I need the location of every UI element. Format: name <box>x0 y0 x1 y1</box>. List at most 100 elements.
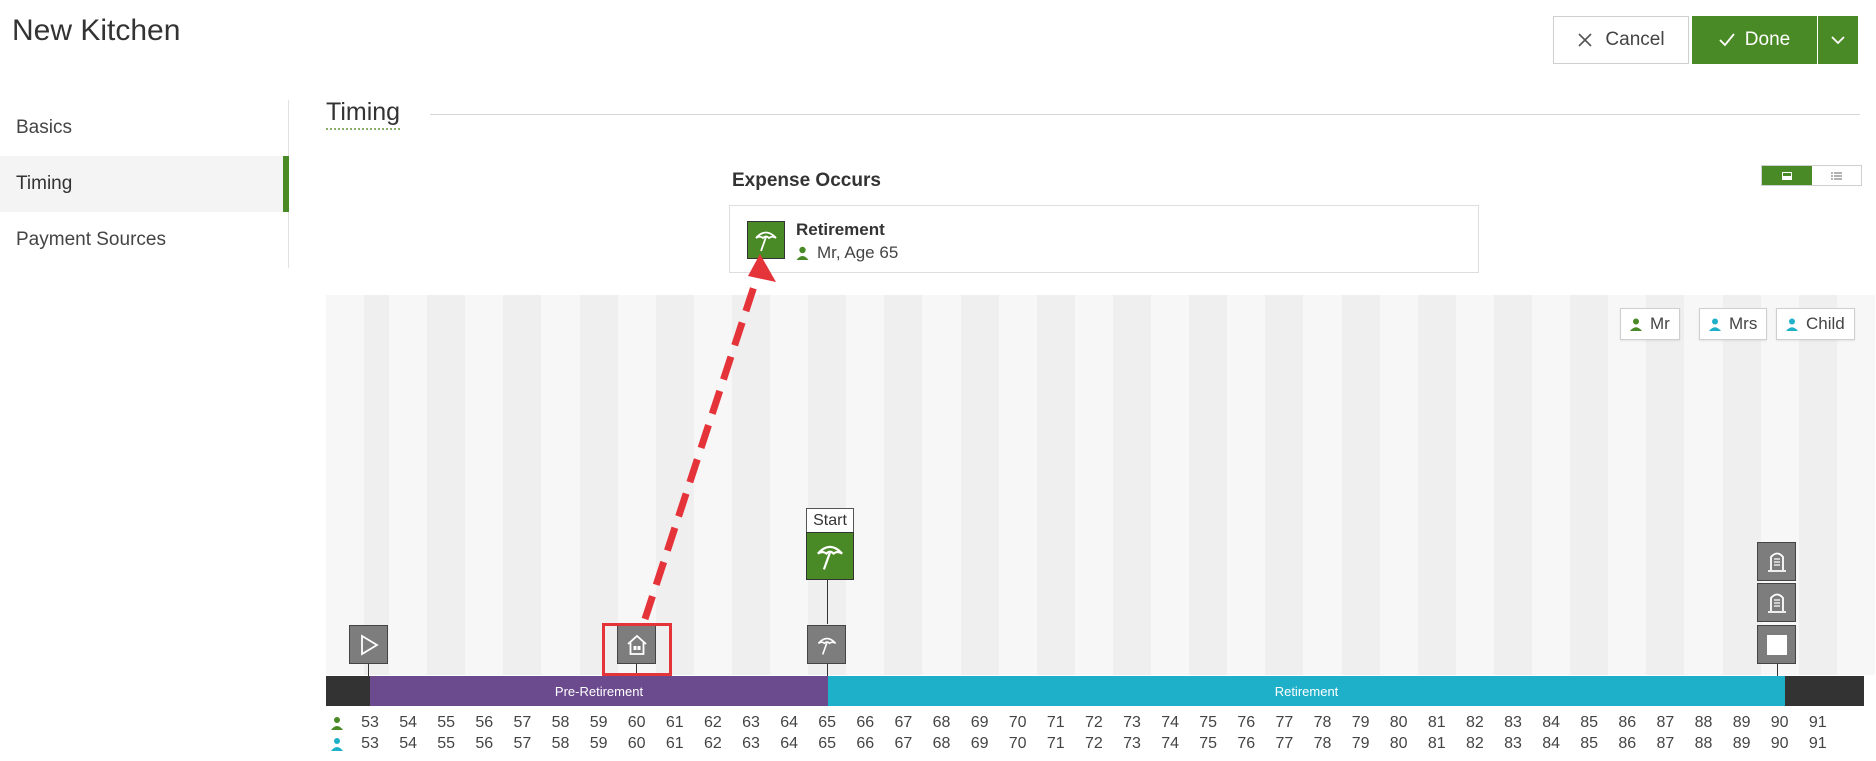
person-icon <box>331 738 343 751</box>
age-label: 62 <box>703 735 722 752</box>
age-label: 71 <box>1046 735 1065 752</box>
timeline-marker-mortality[interactable] <box>1757 542 1796 581</box>
age-label: 59 <box>589 714 608 731</box>
timeline-column <box>427 295 466 675</box>
timeline-column <box>770 295 809 675</box>
age-label: 63 <box>742 714 760 731</box>
sidebar-item-timing[interactable]: Timing <box>0 156 289 212</box>
sidebar-item-payment-sources[interactable]: Payment Sources <box>0 212 288 268</box>
person-icon <box>1786 318 1798 331</box>
timeline-area: Mr Mrs Child <box>326 295 1875 675</box>
age-label: 77 <box>1275 735 1294 752</box>
sidebar-item-label: Basics <box>16 117 72 138</box>
age-label: 86 <box>1618 714 1637 731</box>
marker-stem <box>827 664 828 676</box>
age-label: 67 <box>894 714 913 731</box>
close-icon <box>1578 33 1592 47</box>
timeline-column <box>655 295 694 675</box>
timeline-column <box>465 295 504 675</box>
age-label: 72 <box>1084 714 1103 731</box>
list-view-icon <box>1830 172 1842 179</box>
age-label: 85 <box>1580 735 1599 752</box>
legend-label: Child <box>1806 314 1845 333</box>
age-label: 59 <box>589 735 608 752</box>
beach-umbrella-icon <box>747 221 785 259</box>
age-row-mr: 53 54 55 56 57 58 59 60 61 62 63 64 65 66 67 68 69 70 71 72… <box>0 714 1876 736</box>
timeline-column <box>503 295 542 675</box>
age-label: 79 <box>1351 735 1370 752</box>
person-icon <box>331 717 343 730</box>
card-view-button[interactable] <box>1762 166 1812 185</box>
timeline-marker-end[interactable] <box>1757 625 1796 664</box>
timeline-column <box>1112 295 1152 675</box>
age-label: 65 <box>818 735 837 752</box>
check-icon <box>1719 33 1735 47</box>
retirement-phase[interactable]: Retirement <box>828 676 1785 706</box>
age-label: 64 <box>780 714 798 731</box>
legend-button-mr[interactable]: Mr <box>1620 308 1680 340</box>
house-icon <box>626 634 647 655</box>
legend-button-child[interactable]: Child <box>1776 308 1855 340</box>
done-button[interactable]: Done <box>1692 16 1817 64</box>
timeline-marker-start[interactable] <box>349 625 388 664</box>
age-label: 57 <box>513 714 532 731</box>
sidebar-item-basics[interactable]: Basics <box>0 100 288 156</box>
age-label: 74 <box>1161 714 1179 731</box>
expense-event-card[interactable]: Retirement Mr, Age 65 <box>729 205 1479 273</box>
tombstone-icon <box>1767 552 1786 572</box>
age-label: 56 <box>475 714 494 731</box>
age-label: 64 <box>780 735 798 752</box>
pre-retirement-phase[interactable]: Pre-Retirement <box>370 676 828 706</box>
age-label: 61 <box>665 714 684 731</box>
age-label: 83 <box>1504 735 1522 752</box>
age-label: 53 <box>361 714 379 731</box>
timeline-column <box>1379 295 1418 675</box>
timeline-column <box>1265 295 1304 675</box>
cancel-button[interactable]: Cancel <box>1553 16 1689 64</box>
legend-label: Mr <box>1650 314 1670 333</box>
timeline-column <box>1646 295 1685 675</box>
age-label: 88 <box>1694 714 1713 731</box>
done-menu-button[interactable] <box>1818 16 1858 64</box>
marker-stem <box>1777 664 1778 676</box>
play-icon <box>360 633 379 656</box>
marker-stem <box>827 580 828 624</box>
timeline-column <box>731 295 771 675</box>
age-label: 66 <box>856 735 875 752</box>
start-label: Start <box>806 508 854 533</box>
age-label: 69 <box>970 714 989 731</box>
timeline-column <box>1417 295 1456 675</box>
age-label: 82 <box>1465 735 1484 752</box>
age-label: 80 <box>1389 714 1408 731</box>
timeline-bar-start-segment <box>326 676 370 706</box>
list-view-button[interactable] <box>1812 166 1862 185</box>
legend-button-mrs[interactable]: Mrs <box>1699 308 1768 340</box>
person-icon <box>796 246 809 260</box>
age-label: 60 <box>627 735 646 752</box>
age-label: 91 <box>1808 735 1827 752</box>
timeline-column <box>1303 295 1342 675</box>
start-event-marker[interactable] <box>806 532 854 580</box>
chevron-down-icon <box>1831 36 1845 45</box>
timeline-marker-retirement[interactable] <box>807 625 846 664</box>
timeline-column <box>846 295 885 675</box>
age-label: 77 <box>1275 714 1294 731</box>
marker-stem <box>636 664 637 676</box>
timeline-column <box>1684 295 1723 675</box>
age-label: 68 <box>932 714 951 731</box>
age-label: 81 <box>1427 714 1446 731</box>
beach-umbrella-icon <box>817 545 843 570</box>
timeline-column <box>998 295 1037 675</box>
timeline-marker-mortality[interactable] <box>1757 583 1796 622</box>
age-label: 90 <box>1770 735 1789 752</box>
age-label: 83 <box>1504 714 1522 731</box>
timeline-column <box>1570 295 1609 675</box>
age-label: 70 <box>1008 735 1027 752</box>
age-label: 60 <box>627 714 646 731</box>
age-label: 87 <box>1656 735 1675 752</box>
timeline-bar-end-segment <box>1785 676 1864 706</box>
age-label: 86 <box>1618 735 1637 752</box>
timeline-column <box>1227 295 1266 675</box>
age-label: 81 <box>1427 735 1446 752</box>
age-label: 73 <box>1123 714 1141 731</box>
